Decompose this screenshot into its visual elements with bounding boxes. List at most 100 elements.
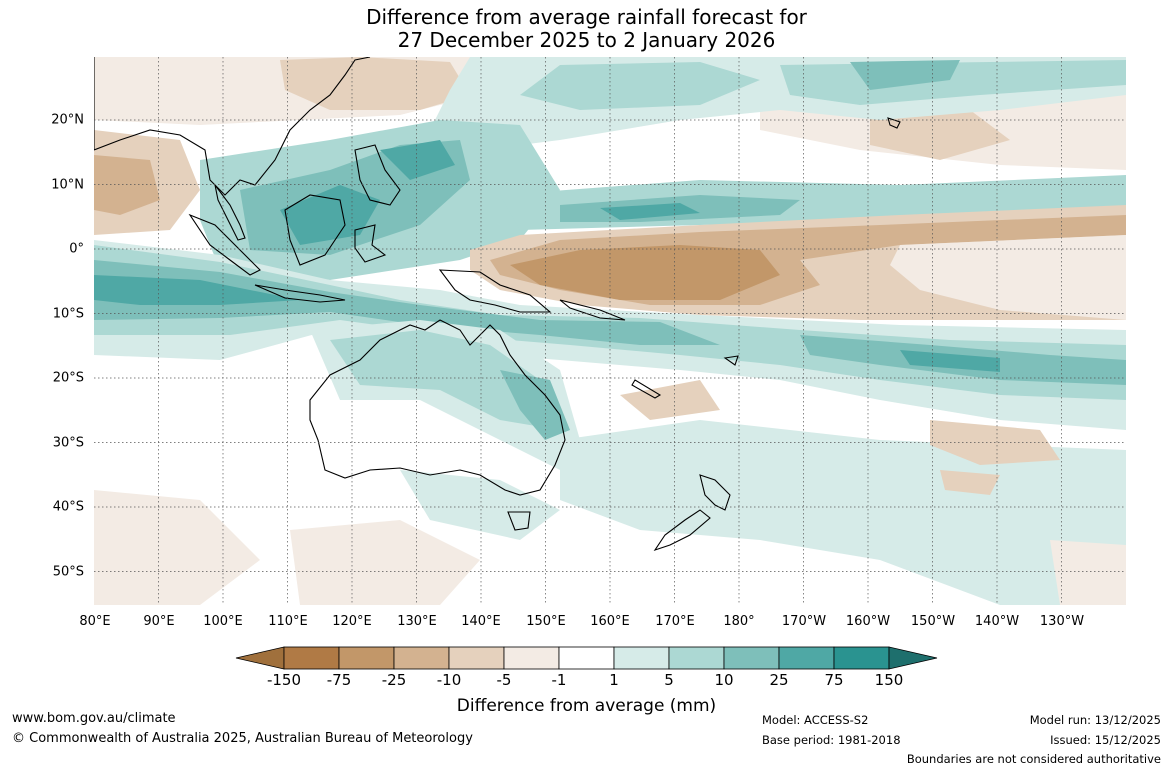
anomaly-region: [94, 155, 160, 215]
lon-label: 150°W: [910, 614, 956, 629]
coastline-asia: [94, 57, 371, 196]
coastline-sumatra: [188, 213, 261, 276]
anomaly-region: [94, 260, 720, 345]
anomaly-region: [560, 420, 1126, 605]
coastline-sulawesi: [354, 224, 387, 263]
coastline-java: [254, 284, 346, 303]
colorbar-tick: 75: [824, 671, 844, 689]
anomaly-region: [520, 62, 760, 110]
colorbar-tick: -5: [496, 671, 512, 689]
anomaly-region: [400, 470, 560, 540]
colorbar-tick: -25: [381, 671, 407, 689]
colorbar-tick: 1: [609, 671, 619, 689]
colorbar: [235, 646, 938, 670]
coastline-borneo: [284, 194, 346, 266]
colorbar-tick: -10: [436, 671, 462, 689]
coastline-nz-south: [653, 509, 711, 552]
anomaly-region: [94, 490, 260, 605]
colorbar-swatch: [668, 646, 725, 670]
anomaly-region: [94, 275, 300, 305]
anomaly-region: [890, 235, 1126, 320]
coastline-australia: [309, 319, 566, 496]
model-run-text: Model run: 13/12/2025: [1029, 713, 1161, 727]
colorbar-swatch: [613, 646, 670, 670]
colorbar-swatch: [558, 646, 615, 670]
colorbar-tick: 25: [769, 671, 789, 689]
model-text: Model: ACCESS-S2: [762, 713, 869, 727]
lon-label: 100°E: [203, 614, 243, 629]
lon-label: 140°W: [974, 614, 1020, 629]
lon-label: 120°E: [332, 614, 372, 629]
colorbar-tick: -75: [326, 671, 352, 689]
lat-label: 20°S: [52, 370, 84, 386]
lat-label: 0°: [69, 241, 84, 257]
graticule: [94, 57, 1126, 605]
lat-label: 20°N: [51, 112, 84, 128]
coastlines: [94, 57, 901, 552]
colorbar-swatch: [778, 646, 835, 670]
anomaly-region: [870, 110, 1010, 160]
lon-label: 160°W: [845, 614, 891, 629]
lon-label: 150°E: [526, 614, 566, 629]
colorbar-arrow-high: [888, 646, 938, 670]
colorbar-label: Difference from average (mm): [456, 696, 717, 716]
colorbar-swatch: [393, 646, 450, 670]
lon-label: 110°E: [268, 614, 308, 629]
coastline-fiji: [723, 355, 739, 366]
colorbar-swatch: [833, 646, 890, 670]
anomaly-region: [620, 380, 720, 420]
colorbar-swatch: [723, 646, 780, 670]
issued-text: Issued: 15/12/2025: [1050, 733, 1161, 747]
lon-label: 140°E: [461, 614, 501, 629]
lon-label: 160°E: [590, 614, 630, 629]
lon-label: 130°E: [397, 614, 437, 629]
copyright-text: © Commonwealth of Australia 2025, Austra…: [12, 731, 473, 746]
anomaly-region: [290, 520, 480, 605]
colorbar-tick: 10: [714, 671, 734, 689]
coastline-philippines: [354, 144, 401, 206]
coastline-new-guinea: [438, 269, 552, 313]
lon-label: 180°: [723, 614, 755, 629]
lon-label: 90°E: [143, 614, 175, 629]
lon-label: 130°W: [1039, 614, 1085, 629]
anomaly-region: [330, 330, 560, 430]
coastline-nz-north: [699, 474, 731, 511]
colorbar-arrow-low: [235, 646, 285, 670]
chart-title-line2: 27 December 2025 to 2 January 2026: [397, 28, 776, 52]
anomaly-region: [600, 203, 700, 220]
coastline-solomons: [559, 299, 626, 321]
colorbar-swatch: [283, 646, 340, 670]
coastline-tasmania: [507, 511, 531, 531]
disclaimer-text: Boundaries are not considered authoritat…: [906, 752, 1161, 766]
coastline-hawaii: [887, 117, 901, 129]
lon-label: 170°W: [781, 614, 827, 629]
colorbar-tick: 150: [874, 671, 904, 689]
lat-label: 40°S: [52, 499, 84, 515]
lat-label: 10°N: [51, 177, 84, 192]
anomaly-region: [510, 245, 780, 300]
colorbar-swatch: [503, 646, 560, 670]
lat-label: 50°S: [52, 564, 84, 579]
coastline-new-caledonia: [631, 379, 662, 399]
colorbar-tick: 5: [664, 671, 674, 689]
lon-label: 170°E: [655, 614, 695, 629]
anomaly-region: [1050, 540, 1126, 605]
colorbar-tick: -150: [266, 671, 302, 689]
colorbar-swatch: [448, 646, 505, 670]
coastline-malay-peninsula: [214, 184, 246, 241]
anomaly-region: [940, 470, 1000, 495]
colorbar-swatch: [338, 646, 395, 670]
colorbar-tick: -1: [551, 671, 567, 689]
lat-label: 30°S: [52, 435, 84, 450]
anomaly-region: [850, 60, 960, 90]
rainfall-anomaly-field: [94, 57, 1126, 605]
anomaly-region: [900, 350, 1000, 372]
anomaly-region: [380, 140, 455, 180]
chart-title-line1: Difference from average rainfall forecas…: [366, 5, 807, 29]
lon-label: 80°E: [79, 614, 111, 629]
base-period-text: Base period: 1981-2018: [762, 733, 901, 747]
anomaly-region: [500, 370, 570, 440]
lat-label: 10°S: [52, 306, 84, 321]
website-link[interactable]: www.bom.gov.au/climate: [12, 711, 176, 726]
